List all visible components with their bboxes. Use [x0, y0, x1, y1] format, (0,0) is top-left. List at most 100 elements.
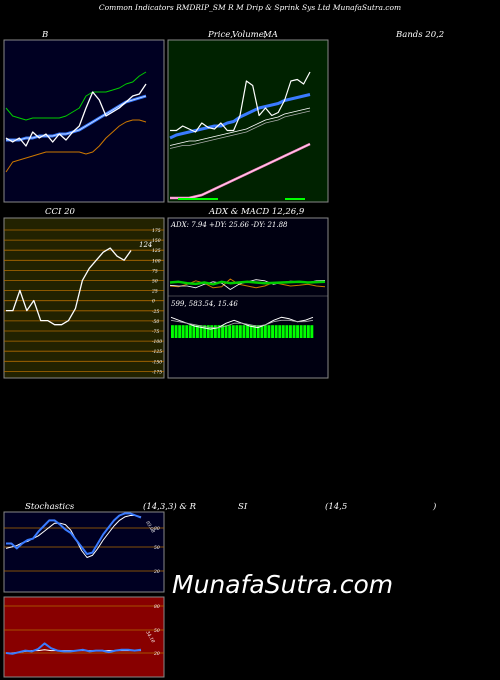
adx-plus-di [169, 280, 326, 286]
volume-bar [178, 198, 218, 200]
cci-tick-label: 0 [152, 299, 155, 305]
macd-histogram-bar [292, 325, 296, 338]
cci-tick-label: 125 [152, 248, 161, 254]
price-label: Price, [208, 30, 233, 40]
bb-upper-band [5, 71, 147, 121]
price-line [170, 71, 311, 133]
cci-tick-label: -125 [152, 349, 162, 355]
stoch-label-e: ) [433, 502, 437, 512]
cci-tick-label: 150 [152, 238, 161, 244]
macd-histogram-bar [199, 325, 203, 338]
stoch-label-c: SI [238, 502, 248, 512]
bb-label: B [42, 30, 49, 40]
adx-values-text: ADX: 7.94 +DY: 25.66 -DY: 21.88 [170, 221, 288, 229]
volume-label: Volume, [232, 30, 267, 40]
stoch-label-b: (14,3,3) & R [143, 502, 197, 512]
rsi-tick-label: 20 [153, 651, 160, 657]
price-ma-mid [169, 107, 311, 146]
macd-histogram-bar [274, 325, 278, 338]
volume-bar [285, 198, 305, 200]
macd-histogram-bar [217, 325, 221, 338]
ma-label: MA [263, 30, 278, 40]
stoch-label-d: (14,5 [325, 502, 348, 512]
macd-histogram-bar [260, 325, 264, 338]
macd-histogram-bar [228, 325, 232, 338]
cci-tick-label: 25 [151, 289, 158, 295]
cci-tick-label: 100 [152, 258, 161, 264]
cci-tick-label: -150 [152, 359, 162, 365]
macd-histogram-bar [181, 325, 185, 338]
macd-histogram-bar [213, 325, 217, 338]
bb-panel [3, 39, 165, 203]
adx-panel [167, 217, 329, 379]
macd-histogram-bar [267, 325, 271, 338]
cci-tick-label: -100 [152, 339, 162, 345]
watermark: MunafaSutra.com [172, 570, 394, 599]
cci-tick-label: 175 [152, 228, 161, 234]
macd-histogram-bar [203, 325, 207, 338]
stoch-tick-label: 20 [153, 569, 160, 575]
macd-histogram-bar [192, 325, 196, 338]
adx-minus-di [169, 278, 326, 289]
macd-histogram-bar [235, 325, 239, 338]
macd-histogram-bar [206, 325, 210, 338]
cci-tick-label: -175 [152, 369, 162, 375]
macd-histogram-bar [271, 325, 274, 338]
macd-histogram-bar [242, 325, 246, 338]
macd-signal-line [170, 319, 314, 329]
page-title: Common Indicators RMDRIP_SM R M Drip & S… [98, 3, 402, 12]
stoch-panel [3, 511, 165, 593]
cci-tick-label: 50 [152, 279, 158, 285]
rsi-tick-label: 80 [154, 604, 160, 610]
cci-tick-label: -75 [152, 329, 159, 335]
cci-tick-label: -25 [152, 309, 159, 315]
cci-tick-label: -50 [152, 319, 159, 325]
cci-tick-label: 75 [152, 268, 158, 274]
macd-histogram-bar [178, 325, 182, 338]
macd-histogram-bar [221, 325, 224, 338]
macd-histogram-bar [303, 325, 307, 338]
cci-value-label: 124 [139, 241, 152, 249]
rsi-value-label: 34.10 [144, 630, 156, 644]
macd-histogram-bar [210, 325, 214, 338]
cci-line [6, 247, 132, 326]
macd-histogram-bar [249, 325, 253, 338]
macd-histogram-bar [224, 325, 228, 338]
macd-histogram-bar [278, 325, 282, 338]
price-panel [167, 39, 329, 203]
bands-label: Bands 20,2 [396, 30, 445, 40]
macd-histogram-bar [285, 325, 289, 338]
bb-price-line [5, 83, 147, 147]
cci-label: CCI 20 [45, 207, 75, 217]
stoch-label-a: Stochastics [25, 502, 75, 512]
macd-histogram-bar [246, 325, 249, 338]
rsi-tick-label: 50 [154, 628, 160, 634]
macd-histogram-bar [174, 325, 178, 338]
macd-histogram-bar [253, 325, 257, 338]
macd-histogram-bar [238, 325, 242, 338]
stoch-value-label: 93.08 [144, 520, 156, 534]
macd-histogram-bar [299, 325, 303, 338]
macd-histogram-bar [188, 325, 192, 338]
macd-histogram-bar [281, 325, 285, 338]
price-ma-slow [169, 110, 311, 149]
macd-histogram-bar [185, 325, 189, 338]
macd-histogram-bar [306, 325, 310, 338]
macd-histogram-bar [256, 325, 260, 338]
stoch-tick-label: 80 [154, 526, 160, 532]
rsi-line [5, 642, 142, 655]
price-ma-long-core [170, 143, 311, 199]
adx-macd-label: ADX & MACD 12,26,9 [209, 207, 305, 217]
macd-histogram-bar [263, 325, 267, 338]
macd-histogram-bar [289, 325, 292, 338]
rsi-panel [3, 596, 165, 678]
macd-histogram-bar [231, 325, 235, 338]
macd-histogram-bar [171, 325, 174, 338]
macd-values-text: 599, 583.54, 15.46 [171, 300, 238, 308]
stoch-k-line [6, 512, 142, 555]
macd-histogram-bar [196, 325, 199, 338]
macd-histogram-bar [310, 325, 314, 338]
bb-lower-band [5, 119, 147, 173]
stoch-tick-label: 50 [154, 545, 160, 551]
